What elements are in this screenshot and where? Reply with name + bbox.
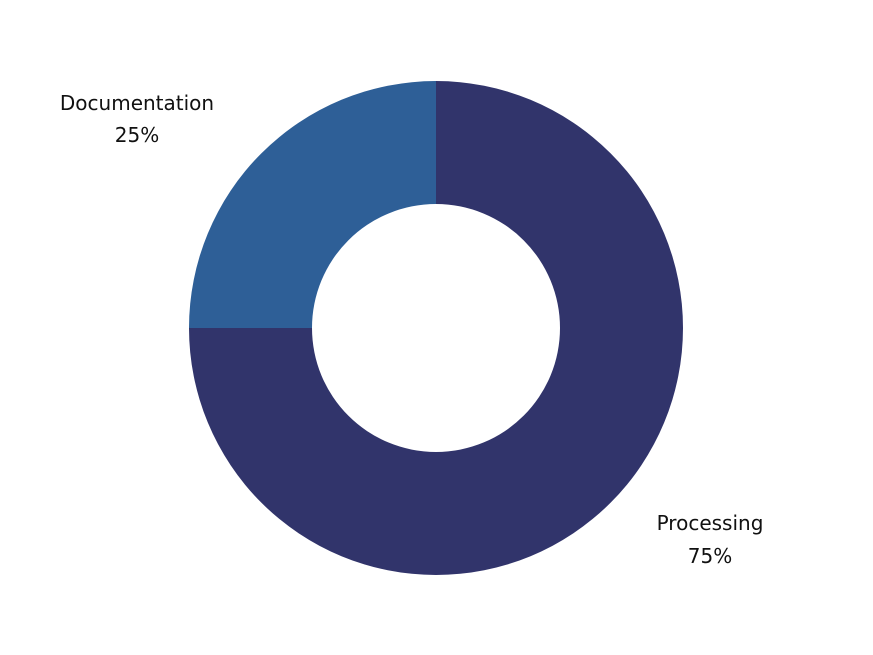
slice-value-documentation: 25% (115, 123, 159, 147)
slice-processing (189, 81, 683, 575)
slice-value-processing: 75% (688, 544, 732, 568)
slice-label-processing: Processing (657, 511, 764, 535)
slice-documentation (189, 81, 436, 328)
slice-label-documentation: Documentation (60, 91, 214, 115)
slices-group (189, 81, 683, 575)
